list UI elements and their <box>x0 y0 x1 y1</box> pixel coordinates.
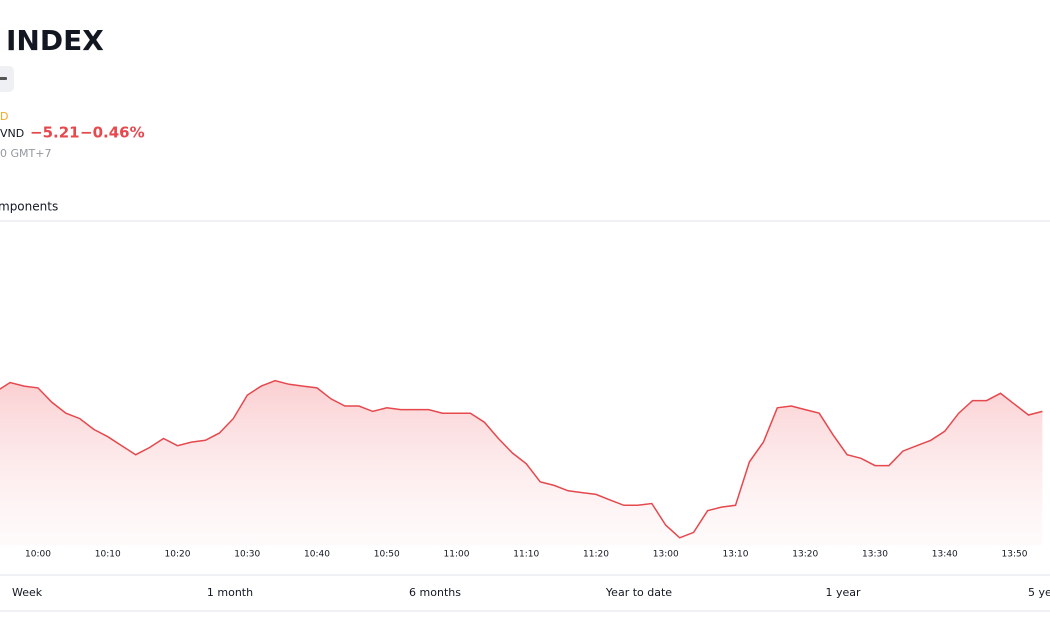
tab[interactable]: mponents <box>0 200 58 214</box>
area <box>0 380 1043 545</box>
x-tick-label: 10:10 <box>95 550 121 560</box>
currency: VND <box>0 127 24 140</box>
x-tick-label: 11:10 <box>513 550 539 560</box>
range-tab[interactable]: Week <box>12 586 43 599</box>
timezone: 0 GMT+7 <box>0 147 51 160</box>
x-tick-label: 13:40 <box>932 550 958 560</box>
change-pct: −0.46% <box>80 124 145 142</box>
plot: 10:00 10:10 10:20 10:30 10:40 10:50 11:00 11:10… <box>0 379 1043 560</box>
range-tab[interactable]: 5 years <box>1028 586 1050 599</box>
badge-icon <box>0 77 7 80</box>
x-tick-label: 13:00 <box>653 550 679 560</box>
title: INDEX <box>6 24 104 57</box>
range-tabs: Week 1 month 6 months Year to date 1 year 5 y… <box>12 586 1050 599</box>
x-tick-label: 10:20 <box>165 550 191 560</box>
range-tab[interactable]: 1 year <box>825 586 861 599</box>
range-tab[interactable]: 1 month <box>207 586 253 599</box>
range-tab[interactable]: Year to date <box>605 586 672 599</box>
x-tick-label: 10:50 <box>374 550 400 560</box>
x-tick-label: 13:50 <box>1002 550 1028 560</box>
line <box>0 379 1043 539</box>
market-label: D <box>0 110 8 123</box>
x-tick-label: 13:30 <box>862 550 888 560</box>
x-tick-label: 13:20 <box>792 550 818 560</box>
x-tick-label: 10:40 <box>304 550 330 560</box>
x-tick-label: 10:30 <box>234 550 260 560</box>
range-tab[interactable]: 6 months <box>409 586 461 599</box>
x-tick-label: 10:00 <box>25 550 51 560</box>
x-tick-label: 11:00 <box>444 550 470 560</box>
x-tick-label: 13:10 <box>723 550 749 560</box>
change: −5.21 <box>30 124 80 142</box>
x-tick-label: 11:20 <box>583 550 609 560</box>
